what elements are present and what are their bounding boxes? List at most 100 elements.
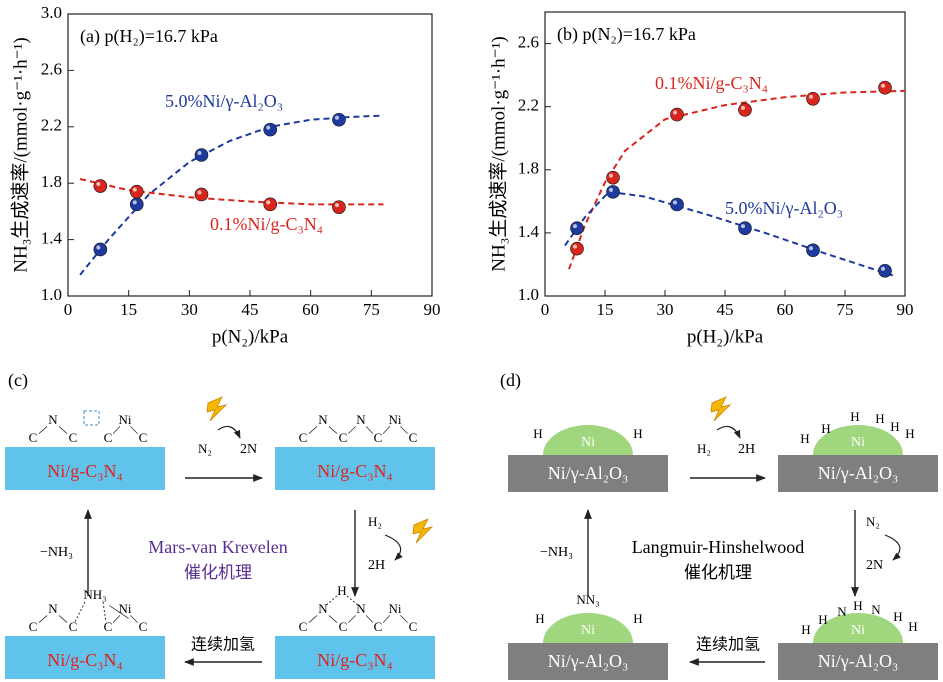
atom: H <box>905 426 914 441</box>
x-tick-label: 0 <box>64 300 73 319</box>
substrate-label: Ni/γ-Al₂O₃ <box>818 463 899 483</box>
atom: N <box>48 412 58 427</box>
atom: C <box>104 619 113 634</box>
curved-arrow <box>884 534 901 561</box>
y-tick-label: 1.0 <box>41 285 62 304</box>
data-point <box>670 107 684 122</box>
panel-label: (c) <box>8 370 28 391</box>
nickel-particle <box>813 613 903 643</box>
chart-title: (a) p(H₂)=16.7 kPa <box>80 26 218 47</box>
y-tick-label: 1.4 <box>518 222 540 241</box>
nickel-particle <box>543 613 633 643</box>
x-axis-label: p(H₂)/kPa <box>687 326 764 347</box>
point-highlight <box>132 187 137 192</box>
y-tick-label: 1.0 <box>518 285 539 304</box>
step-reactant: N₂ <box>866 514 880 529</box>
atom: N <box>837 604 847 619</box>
data-point <box>93 179 108 193</box>
series-label: 0.1%Ni/g-C₃N₄ <box>655 73 768 93</box>
point-highlight <box>809 246 813 251</box>
atom: N <box>871 602 881 617</box>
x-axis-label: p(N₂)/kPa <box>212 326 289 347</box>
atom: C <box>374 430 383 445</box>
step-reactant: H₂ <box>697 441 711 456</box>
step-product: 2N <box>240 442 257 457</box>
atom: NN₃ <box>576 592 599 607</box>
atom: C <box>409 430 418 445</box>
bond <box>365 615 374 623</box>
atom: C <box>69 619 78 634</box>
data-point <box>738 221 752 235</box>
atom: H <box>893 609 902 624</box>
mechanism-name: 催化机理 <box>184 563 252 583</box>
step-reactant: H₂ <box>368 514 382 529</box>
bond <box>400 426 408 434</box>
data-point <box>738 103 752 117</box>
data-point <box>570 241 584 256</box>
substrate <box>275 636 435 679</box>
x-tick-label: 90 <box>424 300 441 319</box>
x-tick-label: 45 <box>242 300 259 319</box>
step-label: −NH₃ <box>40 545 73 560</box>
series-label: 5.0%Ni/γ-Al₂O₃ <box>165 91 283 111</box>
bond <box>38 426 48 434</box>
atom: H <box>337 583 346 598</box>
atom: H <box>875 411 884 426</box>
data-point <box>194 148 209 162</box>
bond <box>112 426 121 434</box>
bond <box>38 615 48 623</box>
data-point <box>129 197 144 212</box>
atom: H <box>533 426 542 441</box>
point-highlight <box>881 83 885 88</box>
atom: N <box>356 412 366 427</box>
substrate <box>778 643 938 680</box>
step-label: 连续加氢 <box>191 635 255 654</box>
atom: H <box>850 409 859 424</box>
bond <box>328 426 338 434</box>
point-highlight <box>573 224 577 229</box>
mechanism-name: 催化机理 <box>684 563 752 583</box>
y-tick-label: 2.6 <box>518 32 539 51</box>
x-tick-label: 15 <box>120 300 137 319</box>
substrate <box>5 447 165 490</box>
atom: C <box>409 619 418 634</box>
atom: C <box>299 430 308 445</box>
chart-title: (b) p(N₂)=16.7 kPa <box>557 24 696 45</box>
atom: H <box>821 421 830 436</box>
point-highlight <box>132 200 137 205</box>
substrate-label: Ni/γ-Al₂O₃ <box>548 651 629 671</box>
y-tick-label: 1.8 <box>518 159 539 178</box>
point-highlight <box>673 200 677 205</box>
substrate-label: Ni/g-C₃N₄ <box>317 650 393 670</box>
dashed-bond <box>346 595 360 607</box>
y-axis-label: NH₃生成速率/(mmol·g⁻¹·h⁻¹) <box>487 36 509 271</box>
atom: C <box>374 619 383 634</box>
point-highlight <box>96 245 101 250</box>
substrate <box>508 643 668 680</box>
atom: N <box>318 412 328 427</box>
atom: Ni <box>119 412 132 427</box>
nickel-particle <box>543 425 633 455</box>
point-highlight <box>673 110 677 115</box>
data-point <box>806 91 820 106</box>
step-label: 连续加氢 <box>696 635 760 654</box>
x-tick-label: 0 <box>541 300 550 319</box>
bond <box>58 615 68 623</box>
atom: NH₃ <box>83 587 106 602</box>
x-tick-label: 75 <box>837 300 854 319</box>
bond <box>400 615 408 623</box>
particle-label: Ni <box>851 435 865 450</box>
bond <box>308 615 318 623</box>
point-highlight <box>741 105 745 110</box>
substrate-label: Ni/γ-Al₂O₃ <box>818 651 899 671</box>
point-highlight <box>573 244 577 249</box>
data-point <box>93 242 108 257</box>
atom: H <box>853 598 862 613</box>
plot-frame <box>544 11 906 297</box>
y-tick-label: 1.4 <box>41 229 63 248</box>
lightning-icon <box>206 396 228 422</box>
atom: N <box>48 601 58 616</box>
nickel-particle <box>813 425 903 455</box>
bond <box>365 426 374 434</box>
atom: H <box>800 431 809 446</box>
